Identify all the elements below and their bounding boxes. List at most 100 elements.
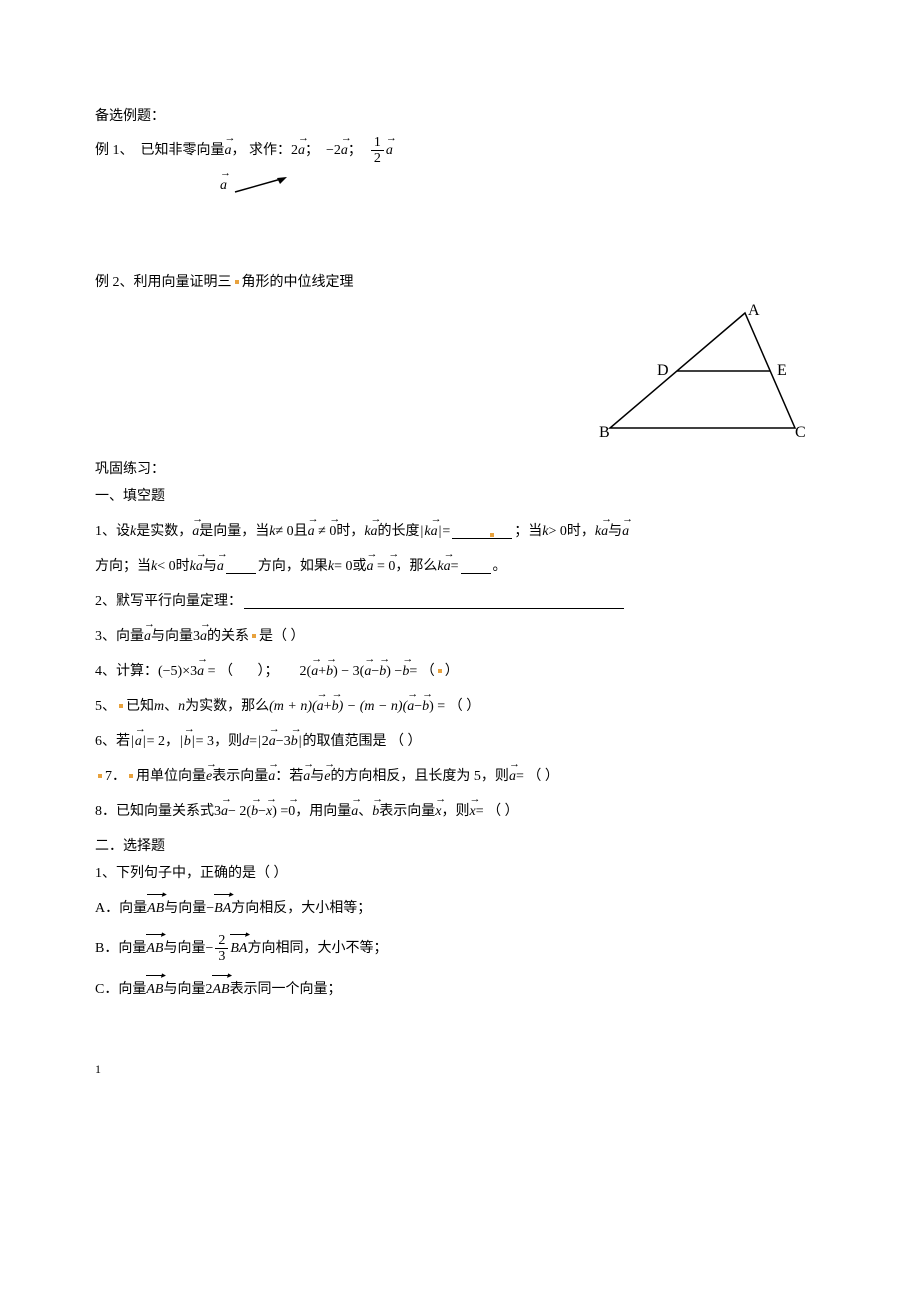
t: 且	[294, 521, 308, 542]
vec-b: →b	[422, 696, 429, 717]
label-D: D	[657, 362, 669, 379]
label-A: A	[748, 303, 760, 319]
eq: =	[249, 731, 257, 752]
q2: 2、默写平行向量定理：	[95, 591, 825, 612]
t: 是向量，当	[199, 521, 269, 542]
vec-BA: ▸BA	[230, 938, 247, 959]
blank	[244, 594, 624, 609]
t: 时，	[567, 521, 595, 542]
page-container: 备选例题： 例 1、 已知非零向量 →a ， 求作： 2→a ； −2→a ； …	[0, 0, 920, 1118]
vec-e: →e	[324, 766, 330, 787]
vec-b: →b	[184, 731, 191, 752]
abs-a: →a	[130, 731, 147, 752]
t: ，则	[214, 731, 242, 752]
ex2-a: 例 2、利用向量证明三	[95, 272, 232, 293]
t: C．向量	[95, 979, 146, 1000]
vec-a: →a	[196, 556, 203, 577]
t: = （ ）	[476, 801, 519, 822]
e: (−5)×3	[158, 661, 197, 682]
eq: =	[442, 521, 450, 542]
vec-a: →a	[225, 140, 232, 161]
t: 是（ ）	[259, 626, 305, 647]
vec-a: →a	[268, 766, 275, 787]
spacer	[95, 204, 825, 264]
e: ) − (m − n)(	[339, 696, 408, 717]
q6: 6、若 →a = 2 ， →b = 3 ，则 d = 2→a − 3→b 的取值…	[95, 731, 825, 752]
gt: > 0	[549, 521, 567, 542]
vec-a: →a	[197, 661, 204, 682]
t: 。	[493, 556, 507, 577]
t: = （ ）	[516, 766, 559, 787]
t: 5、	[95, 696, 116, 717]
t: 3、向量	[95, 626, 144, 647]
vec-a: →a	[269, 731, 276, 752]
q1b: 方向；当 k < 0 时 k→a 与 →a 方向，如果 k = 0 或 →a =…	[95, 556, 825, 577]
vec-AB: ▸AB	[146, 979, 163, 1000]
vec-AB: ▸AB	[146, 938, 163, 959]
e: ) − 3(	[333, 661, 364, 682]
example-2: 例 2、利用向量证明三角形的中位线定理	[95, 272, 825, 293]
orange-dot-icon	[252, 634, 256, 638]
section-2: 二．选择题	[95, 836, 825, 857]
vec-a: →a	[366, 556, 373, 577]
blank	[226, 559, 256, 574]
label-C: C	[795, 424, 805, 441]
c: 3	[193, 626, 200, 647]
ex1-mid: ， 求作：	[232, 140, 292, 161]
ex1-t2c: −2	[326, 140, 341, 161]
c: 3	[214, 801, 221, 822]
orange-dot-icon	[119, 704, 123, 708]
vec-b: →b	[379, 661, 386, 682]
t: 方向相反，大小相等；	[231, 898, 371, 919]
vec-a: →a	[351, 801, 358, 822]
page-number: 1	[95, 1060, 825, 1078]
vec-a: →a	[364, 661, 371, 682]
opt-a: A．向量 ▸AB 与向量 −▸BA 方向相反，大小相等；	[95, 898, 825, 919]
mc1: 1、下列句子中，正确的是（ ）	[95, 863, 825, 884]
label-B: B	[599, 424, 610, 441]
t: 或	[352, 556, 366, 577]
vec-b: →b	[332, 696, 339, 717]
vec-a: →a	[192, 521, 199, 542]
ex2-b: 角形的中位线定理	[242, 272, 354, 293]
vec-x: →x	[435, 801, 441, 822]
triangle-svg: A B C D E	[595, 303, 805, 443]
label-E: E	[777, 362, 787, 379]
t: 时，	[336, 521, 364, 542]
orange-dot-icon	[235, 280, 239, 284]
neg: −	[206, 898, 214, 919]
t: = （	[409, 661, 434, 682]
t: 8．已知向量关系式	[95, 801, 214, 822]
t: 表示同一个向量；	[230, 979, 342, 1000]
t: 表示向量	[212, 766, 268, 787]
t: 与向量	[151, 626, 193, 647]
orange-dot-icon	[438, 669, 442, 673]
t: 为实数，那么	[185, 696, 269, 717]
q8: 8．已知向量关系式 3→a − 2(→b − →x) = →0 ，用向量 →a …	[95, 801, 825, 822]
vec-a: →a	[431, 521, 438, 542]
spacer	[95, 443, 825, 453]
t: 时	[176, 556, 190, 577]
t: ，那么	[395, 556, 437, 577]
t: 与向量	[164, 898, 206, 919]
ex1-pre: 已知非零向量	[141, 140, 225, 161]
vec-a: →a	[509, 766, 516, 787]
d: d	[242, 731, 249, 752]
q3: 3、向量 →a 与向量 3→a 的关系 是（ ）	[95, 626, 825, 647]
blank	[461, 559, 491, 574]
t: ：若	[275, 766, 303, 787]
vec-a: →a	[308, 521, 315, 542]
vec-a: →a	[200, 626, 207, 647]
vec-AB: ▸AB	[212, 979, 229, 1000]
vec-x: →x	[266, 801, 272, 822]
vec-a: →a	[135, 731, 142, 752]
t: ）	[445, 661, 459, 682]
q1: 1、设 k 是实数， →a 是向量，当 k ≠ 0 且 →a ≠ →0 时， k…	[95, 521, 825, 542]
t: 用单位向量	[136, 766, 206, 787]
t: 方向，如果	[258, 556, 328, 577]
t: 的方向相反，且长度为 5，则	[330, 766, 509, 787]
t: 、	[164, 696, 178, 717]
t: 已知	[126, 696, 154, 717]
vec-a-4: →a	[386, 140, 393, 161]
t: 的关系	[207, 626, 249, 647]
